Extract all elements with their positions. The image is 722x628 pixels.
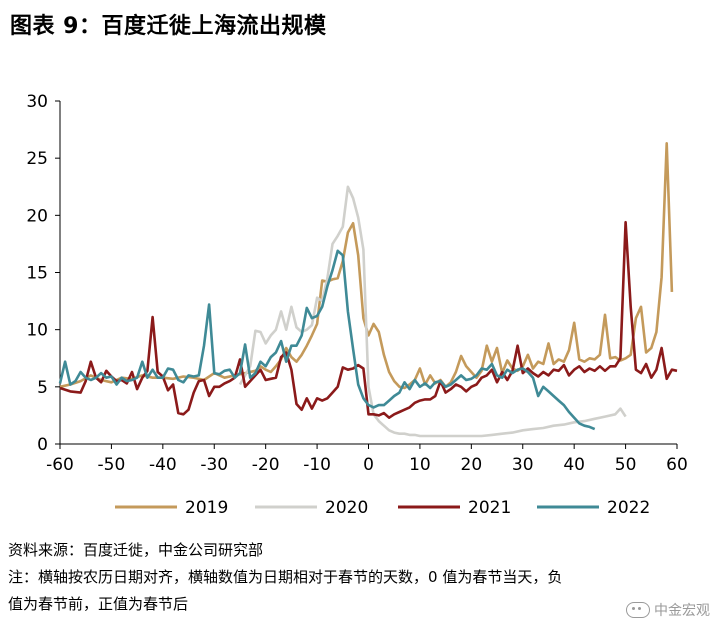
- x-tick-label: -20: [252, 455, 280, 475]
- x-tick-label: -50: [98, 455, 126, 475]
- series-line-2021: [59, 220, 678, 419]
- y-tick-label: 25: [26, 149, 48, 169]
- y-tick-label: 0: [37, 435, 48, 455]
- y-tick-label: 15: [26, 264, 48, 284]
- x-tick-label: -10: [303, 455, 331, 475]
- x-tick-label: 20: [461, 455, 483, 475]
- wechat-icon: [626, 602, 650, 618]
- x-tick-label: 10: [409, 455, 431, 475]
- legend-label-2019: 2019: [185, 498, 228, 518]
- chart-legend: 2019 2020 2021 2022: [115, 498, 650, 518]
- series-line-2020: [238, 185, 627, 438]
- x-tick-label: -60: [46, 455, 74, 475]
- x-tick-label: 60: [666, 455, 688, 475]
- x-tick-label: -30: [200, 455, 228, 475]
- x-tick-label: 40: [563, 455, 585, 475]
- y-tick-label: 30: [26, 92, 48, 112]
- series-line-2022: [58, 249, 596, 431]
- line-chart: 0 5 10 15 20 25 30 -60 -50 -40 -30 -20 -10 0 10 20 30 40 5…: [26, 92, 687, 518]
- x-tick-label: 50: [615, 455, 637, 475]
- x-tick-label: 30: [512, 455, 534, 475]
- watermark: 中金宏观: [626, 600, 710, 620]
- y-tick-label: 10: [26, 321, 48, 341]
- x-tick-label: -40: [149, 455, 177, 475]
- chart-notes: 资料来源：百度迁徙，中金公司研究部 注：横轴按农历日期对齐，横轴数值为日期相对于…: [8, 537, 714, 618]
- note-line-1: 注：横轴按农历日期对齐，横轴数值为日期相对于春节的天数，0 值为春节当天，负: [8, 568, 563, 586]
- y-tick-label: 5: [37, 378, 48, 398]
- legend-label-2021: 2021: [468, 498, 511, 518]
- note-line-2: 值为春节前，正值为春节后: [8, 595, 189, 613]
- legend-label-2022: 2022: [607, 498, 650, 518]
- chart-series: [58, 142, 678, 438]
- y-tick-label: 20: [26, 206, 48, 226]
- source-text: 资料来源：百度迁徙，中金公司研究部: [8, 541, 264, 559]
- legend-label-2020: 2020: [325, 498, 368, 518]
- x-tick-label: 0: [363, 455, 374, 475]
- chart-axes: 0 5 10 15 20 25 30 -60 -50 -40 -30 -20 -10 0 10 20 30 40 5…: [26, 92, 687, 475]
- page-title: 图表 9：百度迁徙上海流出规模: [10, 14, 327, 39]
- watermark-text: 中金宏观: [654, 603, 710, 619]
